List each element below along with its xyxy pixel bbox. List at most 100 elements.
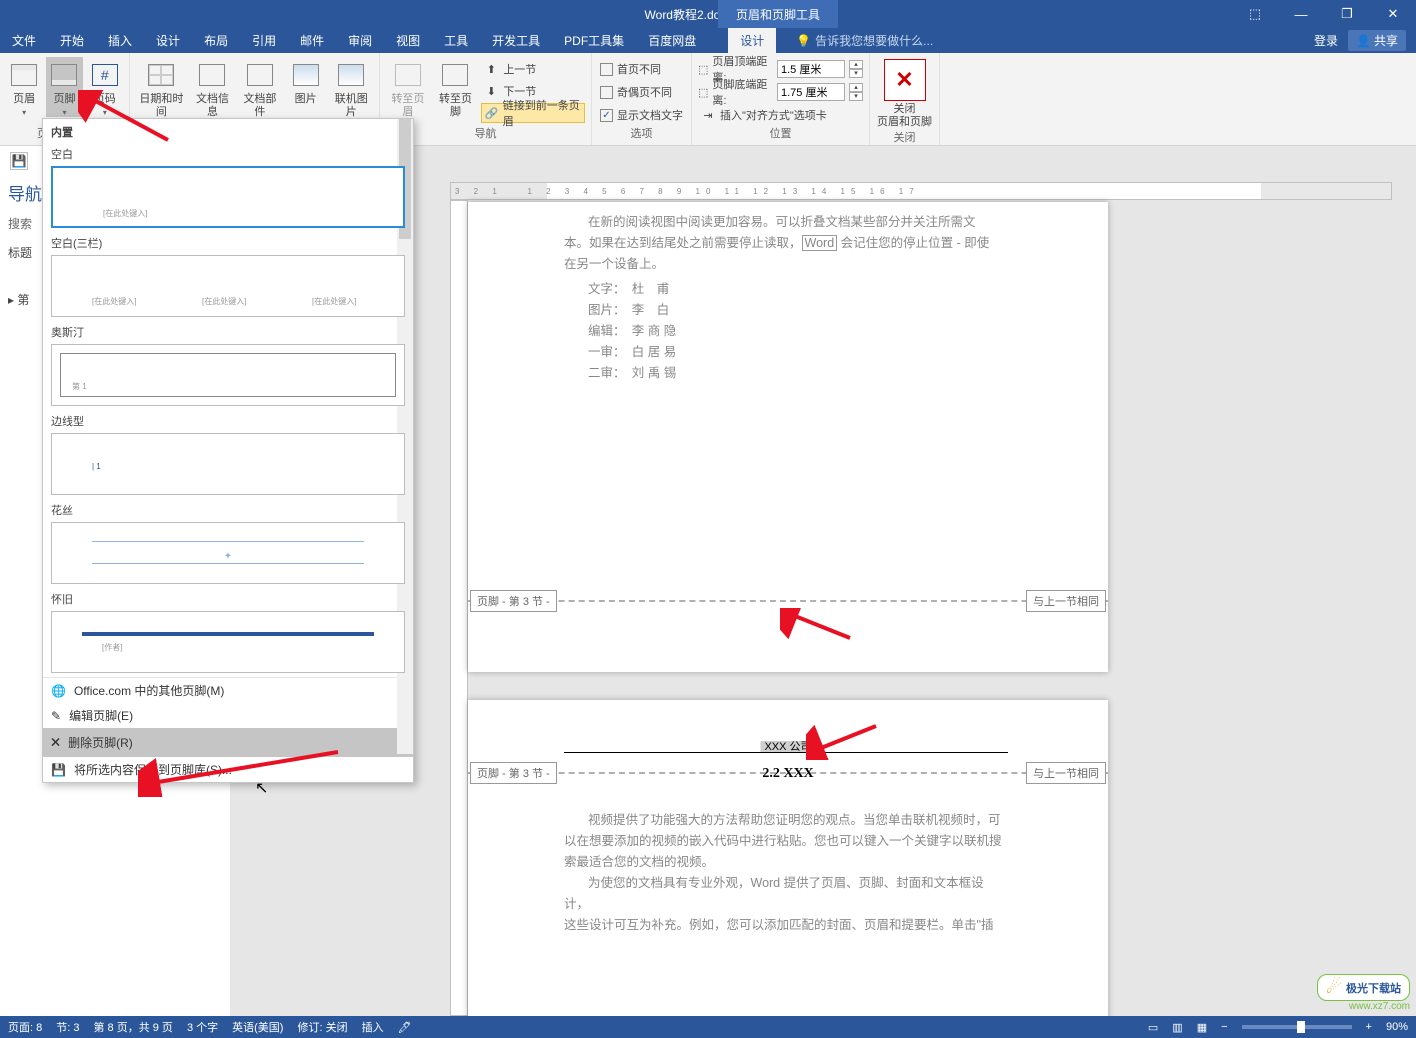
pagenum-button[interactable]: # 页码▾	[87, 57, 123, 117]
gallery-item-label: 花丝	[43, 499, 413, 520]
ruler-horizontal[interactable]: 3 2 1 1 2 3 4 5 6 7 8 9 10 11 12 13 14 1…	[450, 182, 1392, 200]
gallery-item-label: 边线型	[43, 410, 413, 431]
footer-gallery-dropdown: 内置 空白 [在此处键入] 空白(三栏) [在此处键入] [在此处键入] [在此…	[42, 118, 414, 783]
view-read-button[interactable]: ▭	[1148, 1021, 1158, 1034]
gallery-item-label: 奥斯汀	[43, 321, 413, 342]
tell-me[interactable]: 💡 告诉我您想要做什么...	[796, 32, 933, 49]
status-section[interactable]: 节: 3	[56, 1019, 79, 1035]
status-lang[interactable]: 英语(美国)	[232, 1019, 283, 1035]
footer-button[interactable]: 页脚▾	[46, 57, 82, 117]
quick-access-toolbar: 💾	[10, 152, 28, 170]
datetime-button[interactable]: 日期和时间	[136, 57, 187, 119]
section-heading: 2.2 XXX	[762, 766, 813, 782]
tab-hf-design[interactable]: 设计	[728, 28, 776, 53]
navigation-pane: 导航 搜索 标题 ▸ 第	[8, 180, 44, 308]
globe-icon: 🌐	[51, 684, 66, 698]
titlebar: Word教程2.docx - Word 页眉和页脚工具 ⬚ — ❐ ✕	[0, 0, 1416, 28]
status-track[interactable]: 修订: 关闭	[297, 1019, 347, 1035]
first-diff-check[interactable]: 首页不同	[598, 59, 685, 79]
gallery-item-retro[interactable]: [作者]	[51, 611, 405, 673]
online-pic-button[interactable]: 联机图片	[330, 57, 373, 119]
gallery-item-blank3[interactable]: [在此处键入] [在此处键入] [在此处键入]	[51, 255, 405, 317]
zoom-in-button[interactable]: +	[1366, 1021, 1372, 1033]
tab-home[interactable]: 开始	[48, 28, 96, 53]
tab-view[interactable]: 视图	[384, 28, 432, 53]
maximize-button[interactable]: ❐	[1324, 0, 1370, 28]
bulb-icon: 💡	[796, 34, 811, 48]
tab-tools[interactable]: 工具	[432, 28, 480, 53]
gallery-item-label: 怀旧	[43, 588, 413, 609]
status-page-of[interactable]: 第 8 页，共 9 页	[93, 1019, 172, 1035]
insert-align-tab-button[interactable]: ⇥插入"对齐方式"选项卡	[698, 105, 863, 125]
view-print-button[interactable]: ▥	[1172, 1021, 1182, 1034]
prev-section-button[interactable]: ⬆上一节	[481, 59, 585, 79]
minimize-button[interactable]: —	[1278, 0, 1324, 28]
same-as-prev-tab: 与上一节相同	[1026, 590, 1106, 612]
gallery-builtin-label: 内置	[43, 119, 413, 143]
footer-dist-field[interactable]: ⬚页脚底端距离: ▴▾	[698, 82, 863, 102]
page-8[interactable]: XXX 公司 页脚 - 第 3 节 - 与上一节相同 2.2 XXX 视频提供了…	[468, 700, 1108, 1016]
tab-developer[interactable]: 开发工具	[480, 28, 552, 53]
goto-footer-button[interactable]: 转至页脚	[434, 57, 478, 119]
footer-section-tab-2: 页脚 - 第 3 节 -	[470, 762, 557, 784]
login-link[interactable]: 登录	[1314, 32, 1338, 49]
gallery-edit-footer[interactable]: ✎ 编辑页脚(E)	[43, 703, 413, 728]
show-doc-text-check[interactable]: ✓显示文档文字	[598, 105, 685, 125]
zoom-out-button[interactable]: −	[1221, 1021, 1227, 1033]
status-mode[interactable]: 插入	[362, 1019, 384, 1035]
group-label-nav: 导航	[386, 125, 585, 143]
statusbar: 页面: 8 节: 3 第 8 页，共 9 页 3 个字 英语(美国) 修订: 关…	[0, 1016, 1416, 1038]
nav-tree-node[interactable]: ▸ 第	[8, 291, 44, 308]
zoom-slider[interactable]	[1242, 1025, 1352, 1029]
oddeven-diff-check[interactable]: 奇偶页不同	[598, 82, 685, 102]
spin-down[interactable]: ▾	[849, 69, 863, 78]
spin-up[interactable]: ▴	[849, 60, 863, 69]
same-as-prev-tab-2: 与上一节相同	[1026, 762, 1106, 784]
tab-file[interactable]: 文件	[0, 28, 48, 53]
gallery-remove-footer[interactable]: 🗙 删除页脚(R)	[43, 728, 413, 757]
gallery-item-label: 空白	[43, 143, 413, 164]
gallery-item-blank[interactable]: [在此处键入]	[51, 166, 405, 228]
ruler-vertical[interactable]	[450, 200, 468, 1016]
close-hf-button[interactable]: ✕ 关闭页眉和页脚	[876, 57, 933, 129]
menubar: 文件 开始 插入 设计 布局 引用 邮件 审阅 视图 工具 开发工具 PDF工具…	[0, 28, 1416, 53]
tab-mailings[interactable]: 邮件	[288, 28, 336, 53]
share-button[interactable]: 👤 共享	[1348, 30, 1406, 51]
header-button[interactable]: 页眉▾	[6, 57, 42, 117]
view-web-button[interactable]: ▦	[1197, 1021, 1207, 1034]
page-7[interactable]: 在新的阅读视图中阅读更加容易。可以折叠文档某些部分并关注所需文 本。如果在达到结…	[468, 202, 1108, 672]
tab-insert[interactable]: 插入	[96, 28, 144, 53]
group-label-close: 关闭	[876, 129, 933, 147]
tab-review[interactable]: 审阅	[336, 28, 384, 53]
gallery-item-filigree[interactable]: ✦	[51, 522, 405, 584]
tab-baidu[interactable]: 百度网盘	[636, 28, 708, 53]
gallery-item-sideline[interactable]: | 1	[51, 433, 405, 495]
nav-tab-headings[interactable]: 标题	[8, 244, 44, 261]
ribbon-opts-button[interactable]: ⬚	[1232, 0, 1278, 28]
status-page[interactable]: 页面: 8	[8, 1019, 42, 1035]
footer-dist-input[interactable]	[777, 83, 845, 101]
close-icon: ✕	[884, 59, 926, 101]
edit-icon: ✎	[51, 709, 61, 723]
goto-header-button[interactable]: 转至页眉	[386, 57, 430, 119]
tab-design[interactable]: 设计	[144, 28, 192, 53]
zoom-label[interactable]: 90%	[1386, 1021, 1408, 1033]
link-prev-button[interactable]: 🔗链接到前一条页眉	[481, 103, 585, 123]
tab-pdf[interactable]: PDF工具集	[552, 28, 636, 53]
header-dist-input[interactable]	[777, 60, 845, 78]
tab-layout[interactable]: 布局	[192, 28, 240, 53]
gallery-item-austin[interactable]: 第 1	[51, 344, 405, 406]
nav-search[interactable]: 搜索	[8, 215, 44, 232]
spin-up[interactable]: ▴	[849, 83, 863, 92]
cursor-icon: ↖	[255, 778, 268, 798]
gallery-more-office[interactable]: 🌐 Office.com 中的其他页脚(M) ▸	[43, 678, 413, 703]
tab-references[interactable]: 引用	[240, 28, 288, 53]
share-icon: 👤	[1356, 34, 1371, 48]
save-button[interactable]: 💾	[10, 152, 28, 170]
close-button[interactable]: ✕	[1370, 0, 1416, 28]
gallery-save-selection[interactable]: 💾 将所选内容保存到页脚库(S)...	[43, 757, 413, 782]
status-words[interactable]: 3 个字	[187, 1019, 218, 1035]
picture-button[interactable]: 图片	[286, 57, 326, 106]
spin-down[interactable]: ▾	[849, 92, 863, 101]
gallery-item-label: 空白(三栏)	[43, 232, 413, 253]
